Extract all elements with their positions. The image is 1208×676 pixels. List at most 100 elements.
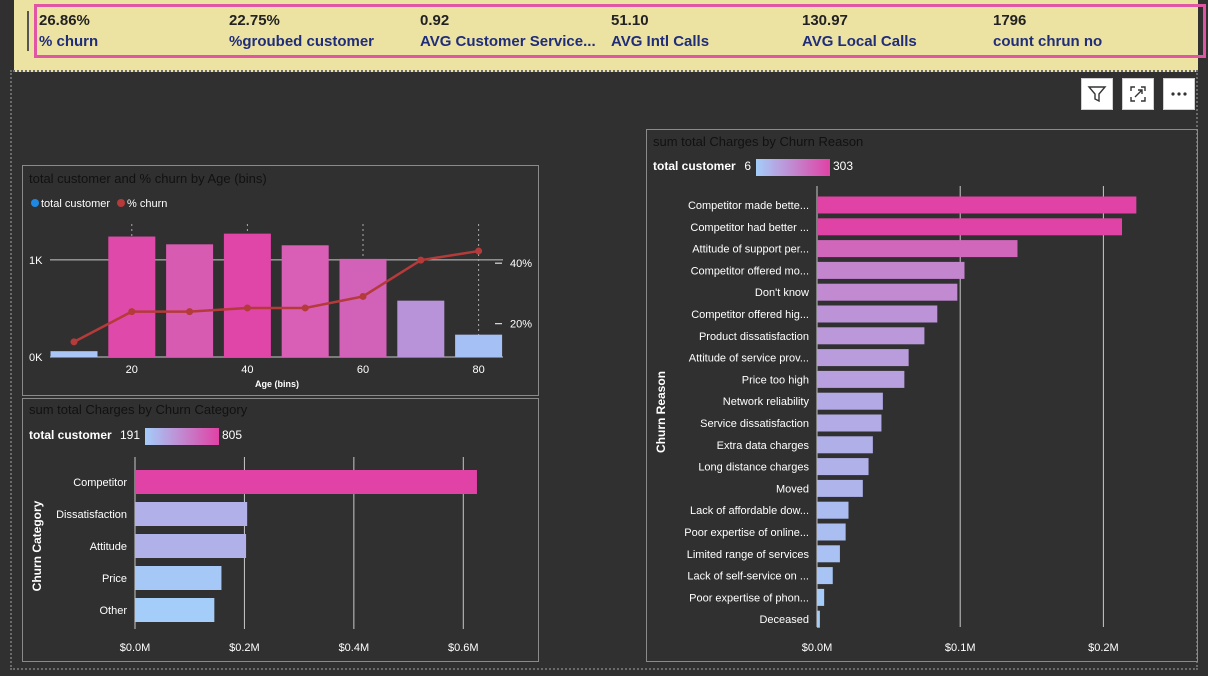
kpi-label: AVG Local Calls bbox=[802, 33, 917, 50]
kpi-value: 130.97 bbox=[802, 12, 848, 29]
category-label: Network reliability bbox=[723, 396, 810, 408]
category-label: Don't know bbox=[755, 287, 809, 299]
category-label: Attitude of support per... bbox=[692, 244, 809, 256]
category-label: Service dissatisfaction bbox=[700, 418, 809, 430]
category-label: Limited range of services bbox=[687, 549, 810, 561]
more-options-icon bbox=[1171, 92, 1187, 96]
category-label: Attitude of service prov... bbox=[689, 353, 809, 365]
bar bbox=[817, 458, 869, 476]
category-label: Moved bbox=[776, 483, 809, 495]
bar bbox=[817, 588, 825, 606]
bar bbox=[817, 523, 846, 541]
bar-total-customer bbox=[223, 233, 271, 357]
point-churn-pct bbox=[70, 338, 78, 346]
bar bbox=[135, 502, 248, 526]
x-axis-label: Age (bins) bbox=[255, 379, 299, 389]
kpi-avg-customer-service: 0.92 AVG Customer Service... bbox=[420, 12, 596, 50]
category-label: Competitor made bette... bbox=[688, 200, 809, 212]
bar bbox=[135, 566, 222, 590]
kpi-value: 1796 bbox=[993, 12, 1027, 29]
x-tick-label: $0.2M bbox=[229, 642, 260, 654]
chart-title: sum total Charges by Churn Reason bbox=[653, 134, 864, 149]
color-legend-label: total customer bbox=[29, 428, 112, 442]
x-tick-label: 60 bbox=[357, 364, 369, 376]
bar bbox=[817, 501, 849, 519]
category-label: Long distance charges bbox=[698, 462, 809, 474]
bar-total-customer bbox=[281, 245, 329, 357]
point-churn-pct bbox=[301, 304, 309, 312]
color-legend-min: 6 bbox=[744, 159, 751, 173]
kpi-avg-local-calls: 130.97 AVG Local Calls bbox=[802, 12, 917, 50]
kpi-label: AVG Intl Calls bbox=[611, 33, 710, 50]
point-churn-pct bbox=[243, 304, 251, 312]
more-options-button[interactable] bbox=[1163, 78, 1195, 110]
y2-tick-label: 40% bbox=[510, 258, 532, 270]
point-churn-pct bbox=[475, 247, 483, 255]
bar-total-customer bbox=[166, 244, 214, 357]
x-tick-label: $0.2M bbox=[1088, 642, 1119, 654]
bar bbox=[817, 545, 840, 563]
category-label: Competitor offered hig... bbox=[691, 309, 809, 321]
focus-mode-button[interactable] bbox=[1122, 78, 1154, 110]
y-tick-label: 1K bbox=[29, 255, 43, 267]
x-tick-label: $0.1M bbox=[945, 642, 976, 654]
bar-total-customer bbox=[50, 351, 98, 357]
x-tick-label: 20 bbox=[126, 364, 138, 376]
category-label: Product dissatisfaction bbox=[699, 331, 809, 343]
bar bbox=[817, 218, 1123, 236]
bar bbox=[817, 305, 938, 323]
category-label: Lack of self-service on ... bbox=[687, 571, 809, 583]
bar bbox=[135, 598, 215, 622]
color-legend-scale bbox=[756, 159, 830, 176]
x-tick-label: $0.6M bbox=[448, 642, 479, 654]
legend-label-churn-pct: % churn bbox=[127, 198, 167, 210]
legend-label-total-customer: total customer bbox=[41, 198, 110, 210]
bar bbox=[817, 370, 905, 388]
x-tick-label: $0.0M bbox=[120, 642, 151, 654]
bar bbox=[817, 610, 820, 628]
color-legend-max: 303 bbox=[833, 159, 853, 173]
age-combo-chart-panel: total customer and % churn by Age (bins)… bbox=[22, 165, 539, 396]
y-tick-label: 0K bbox=[29, 352, 43, 364]
churn-category-chart: total customer 191 805 $0.0M $0.2M $0.4M $0.6M… bbox=[29, 428, 479, 654]
point-churn-pct bbox=[417, 256, 425, 264]
category-label: Extra data charges bbox=[717, 440, 810, 452]
churn-reason-chart-panel: sum total Charges by Churn Reason total … bbox=[646, 129, 1198, 662]
bar bbox=[817, 349, 909, 367]
bar bbox=[817, 196, 1137, 214]
churn-category-chart-panel: sum total Charges by Churn Category tota… bbox=[22, 398, 539, 662]
y2-tick-label: 20% bbox=[510, 319, 532, 331]
color-legend-max: 805 bbox=[222, 428, 242, 442]
category-label: Deceased bbox=[759, 614, 809, 626]
bar bbox=[817, 327, 925, 345]
category-label: Poor expertise of phon... bbox=[689, 592, 809, 604]
kpi-value: 26.86% bbox=[39, 12, 90, 29]
kpi-label: % churn bbox=[39, 33, 99, 50]
y-axis-title: Churn Reason bbox=[654, 371, 668, 453]
category-label: Price too high bbox=[742, 374, 809, 386]
category-label: Lack of affordable dow... bbox=[690, 505, 809, 517]
category-label: Competitor offered mo... bbox=[691, 265, 809, 277]
bar bbox=[817, 283, 958, 301]
bar bbox=[817, 240, 1018, 258]
kpi-value: 51.10 bbox=[611, 12, 649, 29]
bar-total-customer bbox=[397, 300, 445, 357]
kpi-avg-intl-calls: 51.10 AVG Intl Calls bbox=[611, 12, 709, 50]
x-tick-label: 40 bbox=[241, 364, 253, 376]
filter-icon bbox=[1087, 86, 1107, 103]
kpi-divider bbox=[27, 11, 29, 51]
kpi-grouped-customer: 22.75% %groubed customer bbox=[229, 12, 374, 50]
bar bbox=[135, 534, 247, 558]
point-churn-pct bbox=[128, 308, 136, 316]
category-label: Other bbox=[99, 605, 127, 617]
legend-dot-churn-pct bbox=[117, 199, 125, 207]
bar bbox=[817, 479, 863, 497]
point-churn-pct bbox=[186, 308, 194, 316]
kpi-value: 22.75% bbox=[229, 12, 280, 29]
line-churn-pct bbox=[73, 249, 479, 343]
bar bbox=[817, 261, 965, 279]
kpi-count-churn-no: 1796 count chrun no bbox=[993, 12, 1102, 50]
filter-button[interactable] bbox=[1081, 78, 1113, 110]
category-label: Dissatisfaction bbox=[56, 509, 127, 521]
color-legend-scale bbox=[145, 428, 219, 445]
